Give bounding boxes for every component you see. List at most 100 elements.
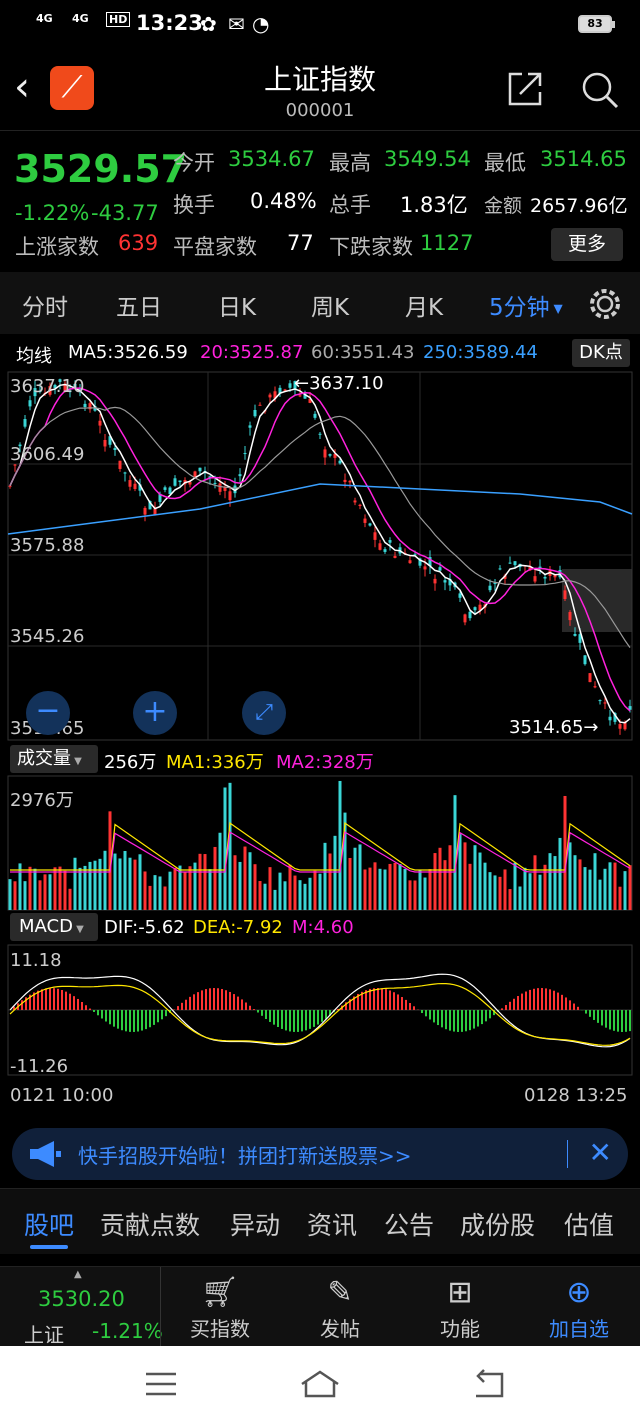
amount-label: 金额 xyxy=(484,195,523,217)
candle xyxy=(418,558,422,566)
candle xyxy=(288,383,292,388)
volume-bar xyxy=(143,871,147,910)
volume-bar xyxy=(368,867,372,910)
search-icon[interactable] xyxy=(580,70,620,110)
volume-bar xyxy=(433,853,437,910)
tab-constituents[interactable]: 成份股 xyxy=(460,1211,536,1240)
tab-weekly-k[interactable]: 周K xyxy=(311,295,350,321)
volume-bar xyxy=(623,871,627,910)
zoom-out-button[interactable]: − xyxy=(26,691,70,735)
tab-contribution[interactable]: 贡献点数 xyxy=(100,1211,201,1240)
candle xyxy=(228,491,232,501)
macd-bar xyxy=(253,1009,255,1010)
volume-indicator-select[interactable]: 成交量 ▼ xyxy=(10,745,98,773)
post-button[interactable]: ✎ 发帖 xyxy=(290,1273,390,1342)
tab-movement[interactable]: 异动 xyxy=(230,1211,281,1240)
candle xyxy=(588,673,592,683)
candle xyxy=(443,580,447,583)
kline-chart[interactable] xyxy=(0,334,640,1124)
candle xyxy=(23,419,27,427)
share-icon[interactable] xyxy=(506,70,544,108)
macd-indicator-select[interactable]: MACD ▼ xyxy=(10,913,98,941)
macd-bar xyxy=(473,1010,475,1029)
tab-news[interactable]: 资讯 xyxy=(307,1211,358,1240)
ad-banner[interactable]: 快手招股开始啦！拼团打新送股票>> ✕ xyxy=(12,1128,628,1180)
open-value: 3534.67 xyxy=(228,147,315,171)
y-tick-3: 3575.88 xyxy=(10,535,85,556)
macd-bar xyxy=(433,1010,435,1023)
volume-bar xyxy=(543,864,547,910)
macd-bar xyxy=(513,998,515,1010)
buy-index-button[interactable]: 🛒︎ 买指数 xyxy=(170,1273,270,1342)
tab-valuation[interactable]: 估值 xyxy=(564,1211,615,1240)
macd-bar xyxy=(413,1006,415,1010)
volume-bar xyxy=(443,860,447,910)
function-button[interactable]: ⊞ 功能 xyxy=(410,1273,510,1342)
macd-bar xyxy=(237,996,239,1010)
tab-forum[interactable]: 股吧 xyxy=(24,1211,75,1240)
candle xyxy=(178,480,182,483)
candle xyxy=(158,493,162,502)
y-tick-4: 3545.26 xyxy=(10,626,85,647)
tab-monthly-k[interactable]: 月K xyxy=(405,295,444,321)
fullscreen-icon[interactable]: ⤢ xyxy=(242,691,286,735)
candle xyxy=(528,566,532,571)
candle xyxy=(488,585,492,591)
macd-bar xyxy=(185,999,187,1010)
macd-bar xyxy=(53,988,55,1010)
candle xyxy=(258,404,262,406)
candle xyxy=(563,590,567,599)
settings-gear-icon[interactable] xyxy=(587,286,623,322)
volume-bar xyxy=(278,872,282,910)
volume-bar xyxy=(568,842,572,910)
close-icon[interactable]: ✕ xyxy=(588,1136,612,1169)
tab-daily-k[interactable]: 日K xyxy=(218,295,257,321)
tab-intraday[interactable]: 分时 xyxy=(22,295,68,321)
macd-bar xyxy=(301,1010,303,1032)
volume-bar xyxy=(163,886,167,910)
more-button[interactable]: 更多 xyxy=(551,228,623,261)
volume-bar xyxy=(503,869,507,910)
tab-announcement[interactable]: 公告 xyxy=(384,1211,435,1240)
candle xyxy=(133,483,137,490)
volume-bar xyxy=(258,881,262,910)
candle xyxy=(428,557,432,567)
candle xyxy=(53,384,57,388)
macd-bar xyxy=(461,1010,463,1032)
macd-bar xyxy=(501,1008,503,1010)
volume-bar xyxy=(373,862,377,910)
volume-bar xyxy=(63,870,67,910)
amount-value: 2657.96亿 xyxy=(530,195,628,217)
macd-bar xyxy=(337,1008,339,1010)
macd-bar xyxy=(137,1010,139,1032)
macd-bar xyxy=(393,992,395,1010)
macd-bar xyxy=(493,1010,495,1016)
zoom-in-button[interactable]: + xyxy=(133,691,177,735)
macd-bar xyxy=(97,1010,99,1016)
macd-bar xyxy=(65,991,67,1010)
macd-bar xyxy=(609,1010,611,1030)
dk-point-button[interactable]: DK点 xyxy=(572,339,630,367)
network-indicator-2: 4G xyxy=(72,12,89,25)
candle xyxy=(468,611,472,619)
divider xyxy=(160,1267,161,1347)
menu-icon[interactable] xyxy=(144,1370,178,1398)
macd-bar xyxy=(201,990,203,1010)
volume-bar xyxy=(468,863,472,910)
candle xyxy=(188,482,192,485)
tab-5-minute[interactable]: 5分钟 ▼ xyxy=(489,295,563,321)
volume-bar xyxy=(88,861,92,910)
macd-bar xyxy=(509,1001,511,1010)
macd-bar xyxy=(45,988,47,1010)
candle xyxy=(413,554,417,556)
macd-bar xyxy=(37,990,39,1010)
volume-bar xyxy=(223,787,227,910)
tab-five-day[interactable]: 五日 xyxy=(116,295,162,321)
add-watchlist-button[interactable]: ⊕ 加自选 xyxy=(529,1273,629,1342)
back-icon[interactable]: ‹ xyxy=(14,64,30,110)
back-nav-icon[interactable] xyxy=(470,1368,506,1400)
home-icon[interactable] xyxy=(298,1368,342,1400)
flat-count-label: 平盘家数 xyxy=(173,235,257,259)
macd-bar xyxy=(197,992,199,1010)
volume-bar xyxy=(198,853,202,910)
